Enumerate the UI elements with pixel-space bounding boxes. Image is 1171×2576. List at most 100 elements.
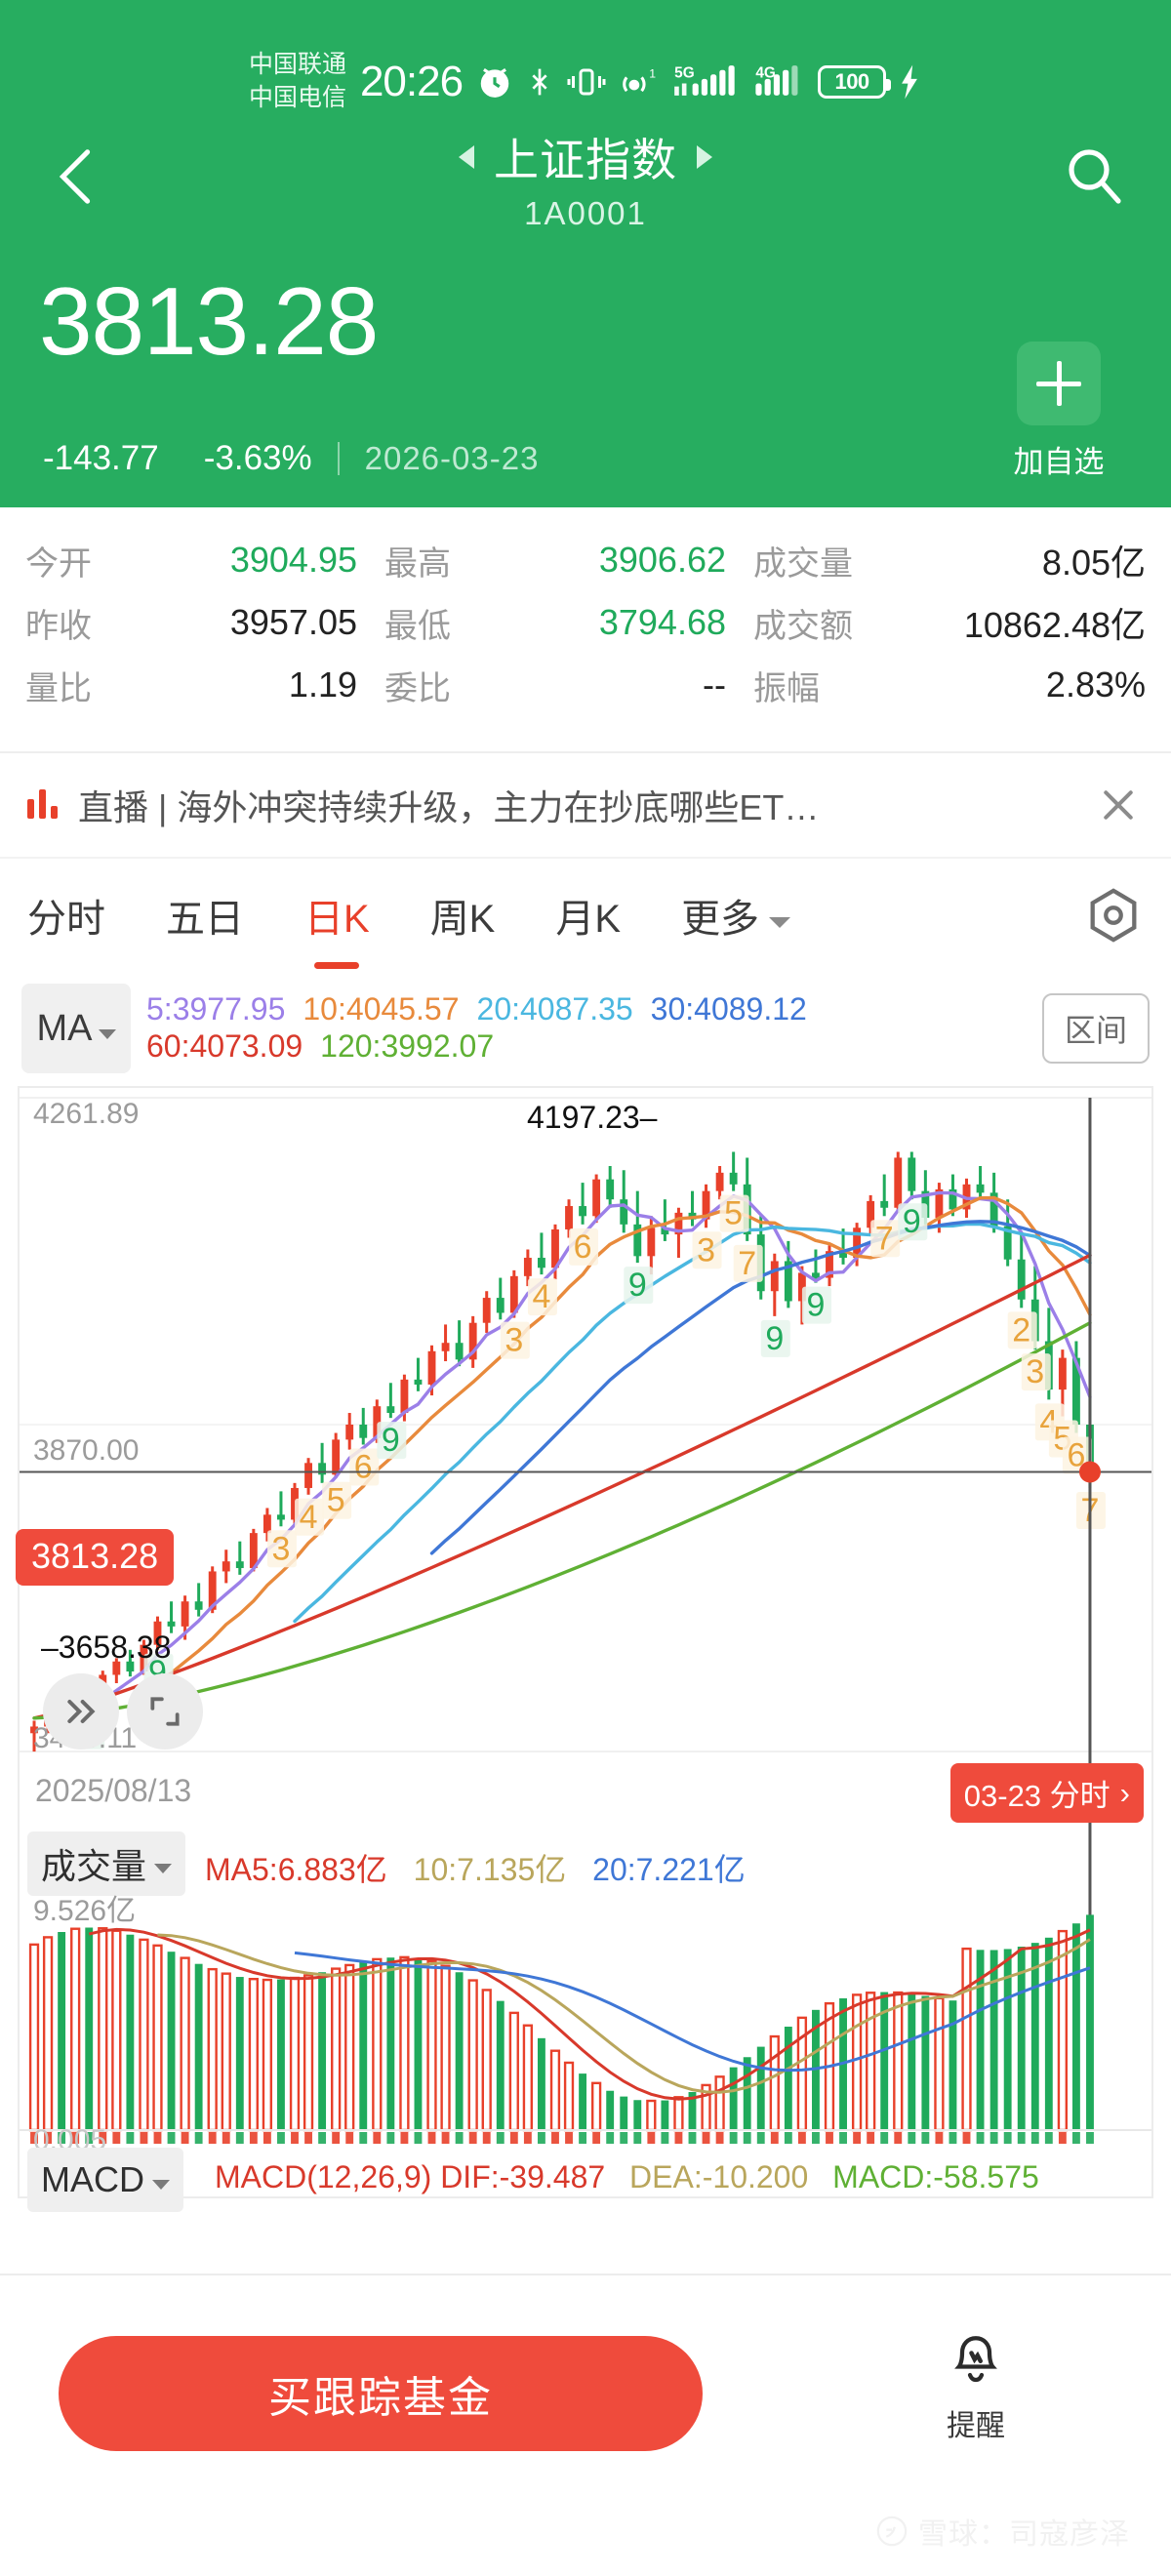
tab-wuri[interactable]: 五日 bbox=[166, 897, 244, 941]
close-icon[interactable] bbox=[1091, 778, 1146, 832]
vibrate-icon bbox=[567, 68, 606, 95]
watermark: 雪球：司寇彦泽 bbox=[875, 2510, 1130, 2553]
stat-value: 3906.62 bbox=[598, 540, 726, 580]
current-price: 3813.28 bbox=[39, 267, 379, 375]
svg-text:2: 2 bbox=[1012, 1311, 1030, 1348]
carrier-1-label: 中国联通 bbox=[248, 51, 346, 78]
svg-text:3: 3 bbox=[1026, 1353, 1044, 1390]
macd-dif: MACD(12,26,9) DIF:-39.487 bbox=[215, 2159, 606, 2194]
svg-text:4G: 4G bbox=[755, 64, 776, 81]
quote-date: 2026-03-23 bbox=[364, 440, 540, 476]
signal-5g-icon: 5G bbox=[674, 64, 735, 96]
tab-weekly-k[interactable]: 周K bbox=[429, 897, 496, 941]
svg-text:3: 3 bbox=[697, 1231, 715, 1268]
price-change-row: -143.77 -3.63% 2026-03-23 bbox=[43, 439, 539, 478]
ma-value-20: 20:4087.35 bbox=[476, 991, 633, 1027]
add-favorite-button[interactable]: 加自选 bbox=[1005, 342, 1112, 481]
svg-text:7: 7 bbox=[738, 1245, 756, 1282]
macd-dea: DEA:-10.200 bbox=[629, 2159, 809, 2194]
svg-text:5: 5 bbox=[327, 1482, 345, 1519]
buy-tracking-fund-button[interactable]: 买跟踪基金 bbox=[59, 2336, 703, 2451]
watermark-text: 雪球：司寇彦泽 bbox=[918, 2518, 1130, 2551]
macd-hist: MACD:-58.575 bbox=[832, 2159, 1039, 2194]
live-bars-icon bbox=[25, 785, 64, 825]
current-price-tag: 3813.28 bbox=[16, 1529, 175, 1586]
svg-text:5G: 5G bbox=[674, 64, 695, 81]
svg-text:1: 1 bbox=[649, 66, 656, 80]
expand-right-button[interactable] bbox=[43, 1673, 119, 1750]
prev-stock-icon[interactable] bbox=[459, 145, 474, 169]
gear-hex-icon[interactable] bbox=[1083, 885, 1144, 946]
header-panel: 中国联通 中国电信 20:26 1 5G 4G 100 上证指数 bbox=[0, 0, 1171, 507]
news-banner[interactable]: 直播 | 海外冲突持续升级，主力在抄底哪些ET… bbox=[0, 751, 1171, 859]
volume-ma-values: MA5:6.883亿 10:7.135亿 20:7.221亿 bbox=[205, 1845, 746, 1890]
stat-value: -- bbox=[703, 664, 726, 704]
volume-panel-selector[interactable]: 成交量 bbox=[27, 1831, 186, 1896]
svg-text:3: 3 bbox=[271, 1530, 290, 1567]
stat-key: 最低 bbox=[384, 607, 451, 645]
tab-monthly-k[interactable]: 月K bbox=[555, 897, 622, 941]
stat-value: 10862.48亿 bbox=[963, 605, 1146, 645]
battery-level: 100 bbox=[834, 68, 869, 94]
chart-period-tabs: 分时 五日 日K 周K 月K 更多 bbox=[0, 859, 1171, 971]
stat-value: 8.05亿 bbox=[1041, 543, 1146, 583]
svg-text:5: 5 bbox=[724, 1195, 743, 1232]
battery-icon: 100 bbox=[818, 64, 892, 99]
volume-ma10: 10:7.135亿 bbox=[413, 1852, 567, 1887]
low-price-annotation: –3658.38 bbox=[41, 1630, 172, 1665]
yaxis-top-label: 4261.89 bbox=[33, 1098, 140, 1130]
svg-text:4: 4 bbox=[532, 1278, 550, 1315]
chevron-down-icon bbox=[98, 1029, 116, 1039]
stats-grid: 今开 3904.95 最高 3906.62 成交量 8.05亿 昨收 3957.… bbox=[0, 507, 1171, 734]
yaxis-mid-label: 3870.00 bbox=[33, 1434, 140, 1467]
ma-value-10: 10:4045.57 bbox=[303, 991, 460, 1027]
fullscreen-button[interactable] bbox=[127, 1673, 203, 1750]
svg-text:9: 9 bbox=[765, 1320, 784, 1357]
back-icon[interactable] bbox=[49, 146, 103, 207]
ma-value-5: 5:3977.95 bbox=[146, 991, 286, 1027]
chevron-down-icon bbox=[154, 1864, 173, 1873]
range-button[interactable]: 区间 bbox=[1042, 993, 1150, 1064]
news-text: 直播 | 海外冲突持续升级，主力在抄底哪些ET… bbox=[78, 787, 820, 827]
tab-fenshi[interactable]: 分时 bbox=[27, 897, 105, 941]
next-stock-icon[interactable] bbox=[697, 145, 712, 169]
status-bar: 中国联通 中国电信 20:26 1 5G 4G 100 bbox=[0, 45, 1171, 118]
stat-value: 2.83% bbox=[1045, 664, 1146, 704]
tab-daily-k[interactable]: 日K bbox=[304, 887, 370, 944]
chevron-double-right-icon bbox=[67, 1700, 96, 1723]
price-change: -143.77 bbox=[43, 439, 159, 477]
chevron-down-icon bbox=[769, 916, 791, 928]
remind-label: 提醒 bbox=[947, 2410, 1005, 2442]
bell-icon bbox=[954, 2336, 997, 2383]
svg-text:9: 9 bbox=[382, 1422, 400, 1459]
svg-text:6: 6 bbox=[354, 1449, 373, 1486]
stats-row: 今开 3904.95 最高 3906.62 成交量 8.05亿 bbox=[25, 529, 1146, 591]
remind-button[interactable]: 提醒 bbox=[908, 2332, 1044, 2444]
svg-text:6: 6 bbox=[574, 1228, 592, 1266]
carrier-names: 中国联通 中国电信 bbox=[249, 49, 346, 114]
stat-key: 成交额 bbox=[753, 607, 853, 645]
add-favorite-label: 加自选 bbox=[1013, 445, 1105, 479]
price-change-pct: -3.63% bbox=[203, 439, 312, 477]
ma-value-120: 120:3992.07 bbox=[320, 1028, 495, 1064]
ma-selector-button[interactable]: MA bbox=[21, 984, 131, 1073]
stat-key: 振幅 bbox=[753, 669, 820, 707]
chevron-down-icon bbox=[152, 2180, 170, 2190]
chart-area[interactable]: 993456934693579979234567 4261.89 3870.00… bbox=[16, 1086, 1153, 2212]
stat-key: 今开 bbox=[25, 544, 92, 583]
svg-text:7: 7 bbox=[875, 1220, 894, 1257]
stat-value: 1.19 bbox=[288, 664, 357, 704]
alarm-icon bbox=[480, 67, 509, 98]
macd-panel-selector[interactable]: MACD bbox=[27, 2148, 183, 2212]
signal-4g-icon: 4G bbox=[755, 64, 798, 96]
svg-text:4: 4 bbox=[300, 1499, 318, 1536]
tab-more[interactable]: 更多 bbox=[681, 887, 791, 944]
xueqiu-logo-icon bbox=[876, 2516, 908, 2547]
chart-canvas[interactable]: 993456934693579979234567 bbox=[20, 1088, 1151, 2196]
minute-chart-badge[interactable]: 03-23 分时 › bbox=[949, 1763, 1144, 1823]
expand-corners-icon bbox=[150, 1697, 180, 1726]
stat-key: 最高 bbox=[384, 544, 451, 583]
charging-bolt-icon bbox=[902, 64, 917, 99]
search-icon[interactable] bbox=[1062, 144, 1124, 207]
